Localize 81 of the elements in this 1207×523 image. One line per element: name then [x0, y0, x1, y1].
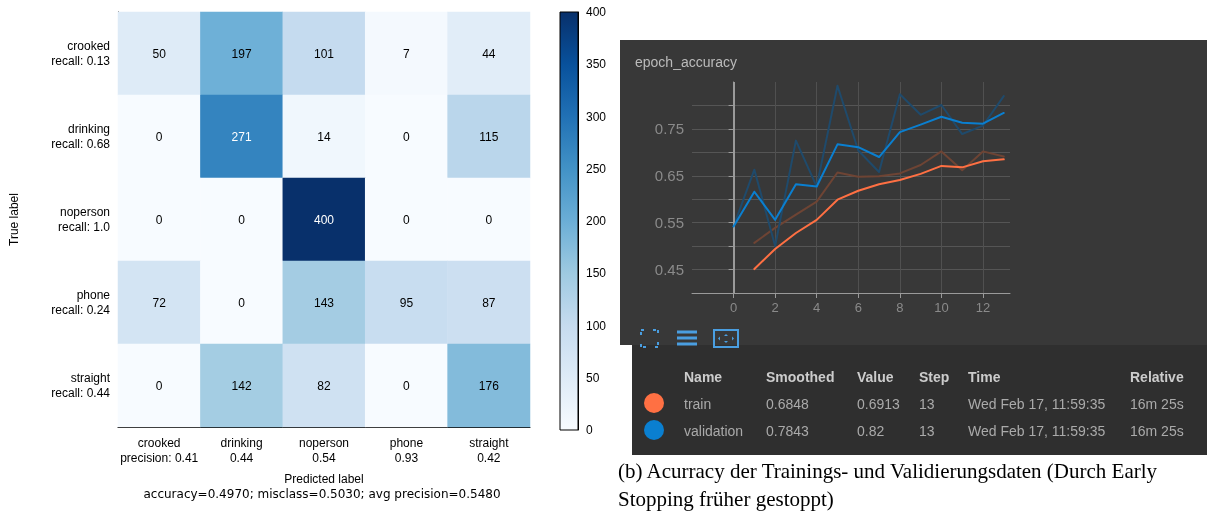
- text: 16m 25s: [1130, 396, 1184, 412]
- text: Wed Feb 17, 11:59:35: [968, 396, 1106, 412]
- text: 0.6913: [857, 396, 900, 412]
- text: 0.82: [857, 423, 885, 439]
- color-bar-label: 400: [586, 5, 607, 19]
- y-tick-label: straight recall: 0.44: [51, 371, 111, 400]
- color-bar-label: 0: [586, 423, 593, 437]
- text: accuracy=0.4970; misclass=0.5030; avg precision=0.5480: [143, 487, 501, 501]
- data-label: 14: [317, 129, 331, 144]
- y-tick-label: 0.45: [654, 261, 684, 279]
- data-label: 143: [313, 295, 335, 310]
- data-label: 44: [482, 46, 496, 61]
- x-tick-label: straight 0.42: [469, 435, 510, 465]
- data-label: 0: [155, 212, 163, 227]
- x-tick-label: phone 0.93: [389, 435, 424, 465]
- text: Relative: [1130, 369, 1184, 385]
- data-label: 271: [231, 129, 252, 144]
- data-label: 0: [403, 129, 411, 144]
- chart-title: epoch_accuracy: [635, 54, 737, 70]
- data-label: 142: [231, 378, 252, 393]
- x-tick-label: 4: [813, 300, 821, 315]
- text: train: [684, 396, 712, 412]
- x-tick-label: crooked precision: 0.41: [120, 435, 199, 465]
- data-label: 82: [317, 378, 331, 393]
- data-label: 115: [479, 129, 499, 144]
- x-tick-label: 0: [729, 300, 738, 315]
- color-bar-label: 50: [586, 370, 600, 385]
- data-label: 0: [238, 212, 246, 227]
- text: Wed Feb 17, 11:59:35: [968, 423, 1106, 439]
- data-label: 0: [155, 378, 163, 393]
- data-label: 87: [482, 295, 496, 310]
- line-series: [732, 84, 1005, 248]
- text: validation: [684, 423, 744, 439]
- data-label: 0: [403, 378, 411, 393]
- y-tick-label: crooked recall: 0.13: [51, 39, 111, 68]
- data-label: 0: [155, 129, 163, 144]
- text: 13: [919, 423, 935, 439]
- data-label: 197: [231, 46, 252, 61]
- text: 0.7843: [766, 423, 809, 439]
- data-label: 400: [313, 212, 335, 227]
- color-bar-label: 250: [586, 161, 607, 176]
- line-series: [753, 150, 1005, 244]
- y-tick-label: 0.75: [654, 120, 684, 138]
- data-label: 0: [403, 212, 411, 227]
- x-tick-label: 2: [771, 300, 779, 315]
- text: Smoothed: [766, 369, 835, 385]
- x-tick-label: 6: [854, 300, 862, 315]
- color-bar-label: 150: [586, 266, 607, 281]
- color-bar-label: 200: [586, 214, 607, 228]
- y-tick-label: phone recall: 0.24: [51, 288, 111, 317]
- text: 13: [919, 396, 935, 412]
- text: 16m 25s: [1130, 423, 1184, 439]
- x-tick-label: 8: [896, 300, 904, 315]
- text: Time: [968, 369, 1001, 385]
- color-bar-label: 100: [586, 318, 607, 333]
- data-label: 176: [478, 378, 500, 393]
- text: Name: [684, 369, 723, 385]
- x-tick-label: 12: [975, 300, 991, 315]
- x-tick-label: 10: [934, 300, 949, 315]
- x-axis-title: Predicted label: [284, 472, 364, 486]
- x-tick-label: noperson 0.54: [298, 435, 350, 465]
- text: Step: [919, 369, 950, 385]
- data-label: 0: [485, 212, 493, 227]
- y-tick-label: 0.55: [654, 214, 684, 232]
- y-tick-label: drinking recall: 0.68: [51, 122, 111, 151]
- line-series: [732, 111, 1005, 228]
- data-label: 72: [152, 295, 167, 310]
- y-tick-label: noperson recall: 1.0: [57, 205, 111, 234]
- data-label: 101: [313, 46, 335, 61]
- text: (b) Acurracy der Trainings- und Validierungsdaten (Durch Early Stopping früher gestoppt): [618, 458, 1159, 513]
- line-series: [753, 158, 1005, 271]
- color-bar-label: 300: [586, 109, 607, 124]
- x-tick-label: drinking 0.44: [220, 435, 263, 465]
- data-label: 7: [403, 46, 411, 61]
- y-axis-title: True label: [7, 193, 21, 246]
- data-label: 50: [152, 46, 167, 61]
- text: 0.6848: [766, 396, 809, 412]
- data-label: 95: [399, 295, 414, 310]
- color-bar-label: 350: [586, 57, 607, 72]
- text: Value: [857, 369, 894, 385]
- y-tick-label: 0.65: [654, 167, 684, 185]
